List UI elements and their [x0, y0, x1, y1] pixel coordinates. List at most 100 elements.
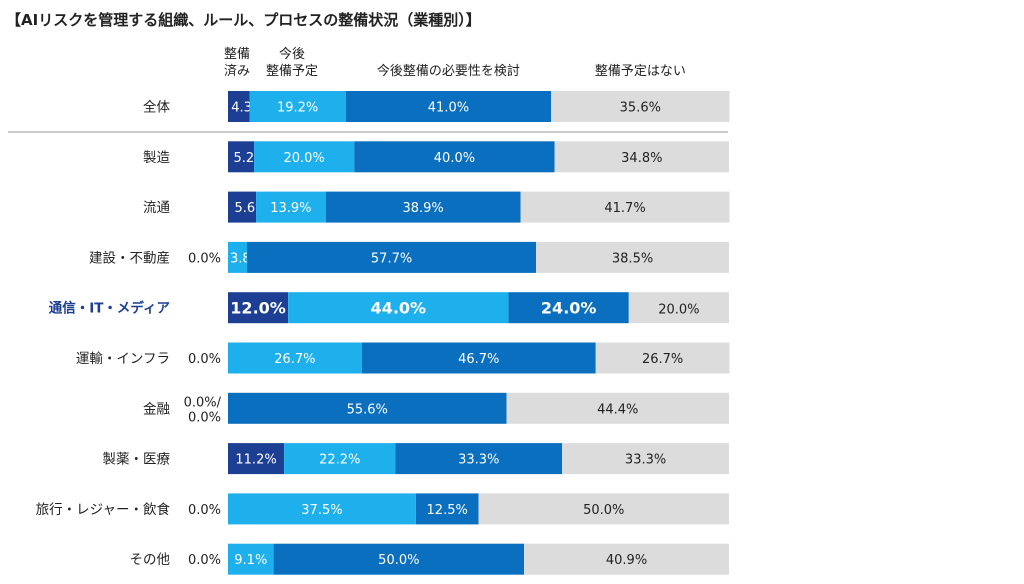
bar-segment	[288, 292, 509, 324]
category-label: 通信・IT・メディア	[49, 300, 170, 317]
data-label: 19.2%	[277, 101, 318, 116]
data-label: 12.5%	[427, 503, 468, 518]
data-label: 44.4%	[597, 402, 638, 417]
bar-segment	[551, 91, 730, 122]
bar-row: 全体 4.3% 19.2% 41.0% 35.6%	[143, 91, 730, 122]
category-label: 製薬・医療	[103, 451, 171, 468]
data-label: 13.9%	[270, 201, 311, 216]
bar-row: 建設・不動産 0.0% 3.8% 57.7% 38.5%	[89, 241, 729, 273]
data-label: 33.3%	[458, 453, 499, 468]
data-label: 20.0%	[658, 303, 699, 318]
data-label: 34.8%	[621, 151, 662, 166]
bar-segment	[228, 342, 362, 374]
bar-segment	[478, 493, 729, 525]
data-label: 26.7%	[274, 352, 315, 367]
data-label: 55.6%	[347, 402, 388, 417]
zero-value-note: 0.0%	[188, 352, 221, 367]
bar-segment	[554, 141, 729, 173]
category-label: 建設・不動産	[89, 250, 170, 266]
bar-segment	[284, 443, 396, 475]
data-label: 9.1%	[234, 553, 267, 568]
bar-segment	[354, 141, 555, 173]
data-label: 24.0%	[541, 299, 597, 318]
zero-value-note: 0.0%	[188, 410, 221, 425]
bar-segment	[524, 543, 729, 575]
bar-segment	[345, 91, 552, 122]
bar-rows: 全体 4.3% 19.2% 41.0% 35.6%製造 5.2% 20.0% 40.0% 34.…	[36, 91, 730, 575]
bar-segment	[562, 443, 729, 475]
series-header-2-line-1: 今後	[279, 46, 305, 62]
bar-segment	[415, 493, 479, 525]
data-label: 35.6%	[620, 101, 661, 116]
data-label: 50.0%	[583, 503, 624, 518]
data-label: 11.2%	[235, 453, 276, 468]
bar-segment	[595, 342, 730, 374]
bar-segment	[325, 191, 521, 223]
bar-segment	[361, 342, 596, 374]
category-label: 旅行・レジャー・飲食	[36, 501, 171, 518]
zero-value-note: 0.0%	[188, 503, 221, 518]
zero-value-note: 0.0%/	[184, 395, 222, 410]
series-header-4-line-1: 整備予定はない	[595, 63, 686, 79]
bar-segment	[628, 292, 729, 324]
series-header-3-line-1: 今後整備の必要性を検討	[377, 63, 520, 79]
series-header-2-line-2: 整備予定	[266, 63, 318, 79]
bar-segment	[228, 141, 255, 173]
bar-segment	[228, 292, 289, 324]
data-label: 33.3%	[625, 453, 666, 468]
data-label: 41.7%	[604, 201, 645, 216]
bar-segment	[273, 543, 525, 575]
bar-segment	[228, 91, 250, 122]
category-label: 運輸・インフラ	[76, 351, 170, 367]
bar-segment	[228, 493, 416, 525]
bar-row: 旅行・レジャー・飲食 0.0% 37.5% 12.5% 50.0%	[36, 493, 729, 525]
bar-segment	[508, 292, 629, 324]
data-label: 41.0%	[428, 101, 469, 116]
bar-row: 流通 5.6% 13.9% 38.9% 41.7%	[143, 191, 730, 223]
data-label: 20.0%	[283, 151, 324, 166]
bar-segment	[228, 392, 507, 424]
zero-value-note: 0.0%	[188, 251, 221, 266]
bar-segment	[228, 443, 285, 475]
zero-value-note: 0.0%	[188, 553, 221, 568]
bar-row: その他 0.0% 9.1% 50.0% 40.9%	[130, 543, 729, 575]
data-label: 40.9%	[606, 553, 647, 568]
data-label: 38.9%	[402, 201, 443, 216]
data-label: 57.7%	[371, 251, 412, 266]
bar-segment	[256, 191, 326, 223]
data-label: 46.7%	[458, 352, 499, 367]
bar-row: 製薬・医療 11.2% 22.2% 33.3% 33.3%	[103, 443, 729, 475]
data-label: 50.0%	[378, 553, 419, 568]
bar-segment	[395, 443, 563, 475]
data-label: 40.0%	[434, 151, 475, 166]
data-label: 38.5%	[612, 251, 653, 266]
category-label: 製造	[143, 150, 170, 166]
bar-segment	[228, 191, 257, 223]
data-label: 22.2%	[319, 453, 360, 468]
bar-segment	[228, 241, 248, 273]
bar-row: 製造 5.2% 20.0% 40.0% 34.8%	[143, 141, 729, 173]
series-header-1-line-2: 済み	[224, 63, 250, 79]
bar-row: 通信・IT・メディア 12.0% 44.0% 24.0% 20.0%	[49, 292, 729, 324]
data-label: 26.7%	[642, 352, 683, 367]
bar-segment	[247, 241, 537, 273]
category-label: 全体	[143, 99, 170, 116]
bar-segment	[228, 543, 274, 575]
bar-row: 金融 0.0%/0.0% 55.6% 44.4%	[143, 392, 729, 425]
bar-row: 運輸・インフラ 0.0% 26.7% 46.7% 26.7%	[76, 342, 730, 374]
data-label: 37.5%	[301, 503, 342, 518]
bar-segment	[249, 91, 346, 122]
category-label: 流通	[143, 200, 170, 216]
category-label: 金融	[143, 401, 170, 417]
bar-segment	[506, 392, 729, 424]
bar-segment	[536, 241, 729, 273]
data-label: 44.0%	[371, 299, 427, 318]
series-header-1-line-1: 整備	[224, 46, 250, 62]
chart-title: 【AIリスクを管理する組織、ルール、プロセスの整備状況（業種別）】	[6, 11, 481, 29]
category-label: その他	[130, 552, 171, 568]
bar-segment	[520, 191, 730, 223]
bar-segment	[254, 141, 355, 173]
data-label: 12.0%	[230, 299, 286, 318]
